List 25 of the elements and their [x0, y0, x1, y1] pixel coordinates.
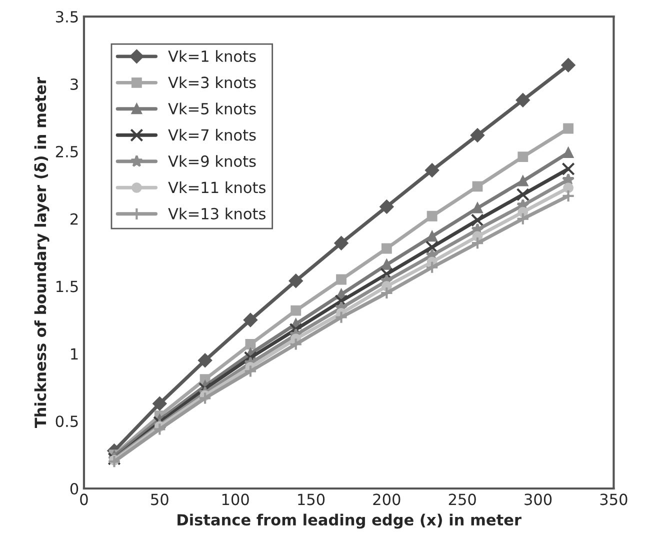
y-tick-label: 2.5: [56, 146, 78, 158]
y-tick-label: 1.5: [56, 280, 78, 292]
x-tick-label: 250: [448, 494, 476, 506]
x-tick-label: 0: [80, 494, 88, 506]
legend-label: Vk=3 knots: [168, 76, 256, 88]
legend-label: Vk=13 knots: [168, 208, 266, 220]
legend-label: Vk=5 knots: [168, 102, 256, 114]
legend-label: Vk=1 knots: [168, 50, 256, 62]
x-tick-label: 100: [222, 494, 249, 506]
x-tick-label: 350: [600, 494, 628, 506]
legend-label: Vk=9 knots: [168, 155, 256, 167]
x-tick-label: 200: [373, 494, 400, 506]
legend-label: Vk=7 knots: [168, 128, 256, 141]
y-tick-label: 3: [70, 78, 78, 90]
x-axis-title: Distance from leading edge (x) in meter: [178, 514, 522, 529]
y-tick-label: 0: [70, 482, 78, 495]
y-tick-label: 3.5: [56, 11, 78, 23]
x-tick-label: 50: [151, 494, 168, 506]
y-tick-label: 0.5: [56, 416, 78, 428]
x-tick-label: 300: [524, 494, 552, 506]
legend-label: Vk=11 knots: [168, 181, 266, 194]
y-axis-title: Thickness of boundary layer (δ) in meter: [34, 77, 50, 428]
x-tick-label: 150: [298, 494, 325, 506]
y-tick-label: 1: [71, 348, 78, 360]
y-tick-label: 2: [70, 213, 78, 225]
